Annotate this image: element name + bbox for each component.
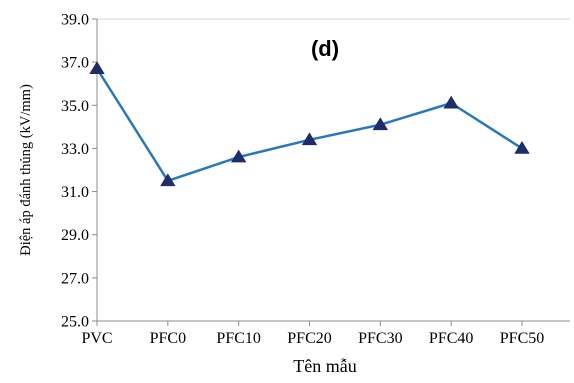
y-tick-label: 29.0 — [61, 227, 89, 244]
x-tick-label: PFC30 — [358, 330, 402, 347]
data-point-marker — [443, 95, 459, 109]
x-tick-label: PFC10 — [216, 330, 260, 347]
data-point-marker — [372, 117, 389, 131]
y-tick-label: 37.0 — [61, 55, 89, 72]
x-tick-label: PVC — [81, 330, 112, 347]
data-point-marker — [514, 140, 530, 154]
y-tick-label: 25.0 — [61, 314, 89, 331]
y-tick-label: 39.0 — [61, 12, 89, 29]
x-tick-label: PFC20 — [287, 330, 331, 347]
x-tick-label: PFC40 — [429, 330, 473, 347]
series-line — [95, 67, 524, 183]
data-point-marker — [230, 149, 247, 163]
y-axis-title: Điện áp đánh thủng (kV/mm) — [18, 84, 34, 256]
data-point-marker — [160, 173, 176, 187]
plot-area: 25.0 27.0 29.0 31.0 33.0 35.0 37.0 39.0 PVC PFC0 P… — [61, 12, 570, 347]
chart-annotation: (d) — [311, 36, 339, 61]
y-tick-label: 31.0 — [61, 184, 89, 201]
data-point-marker — [89, 61, 105, 74]
data-point-marker — [301, 132, 318, 146]
y-tick-label: 35.0 — [61, 98, 89, 115]
x-tick-label: PFC0 — [150, 330, 186, 347]
x-axis-title: Tên mẫu — [293, 356, 356, 376]
y-tick-label: 33.0 — [61, 141, 89, 158]
x-tick-label: PFC50 — [500, 330, 544, 347]
y-tick-label: 27.0 — [61, 270, 89, 287]
